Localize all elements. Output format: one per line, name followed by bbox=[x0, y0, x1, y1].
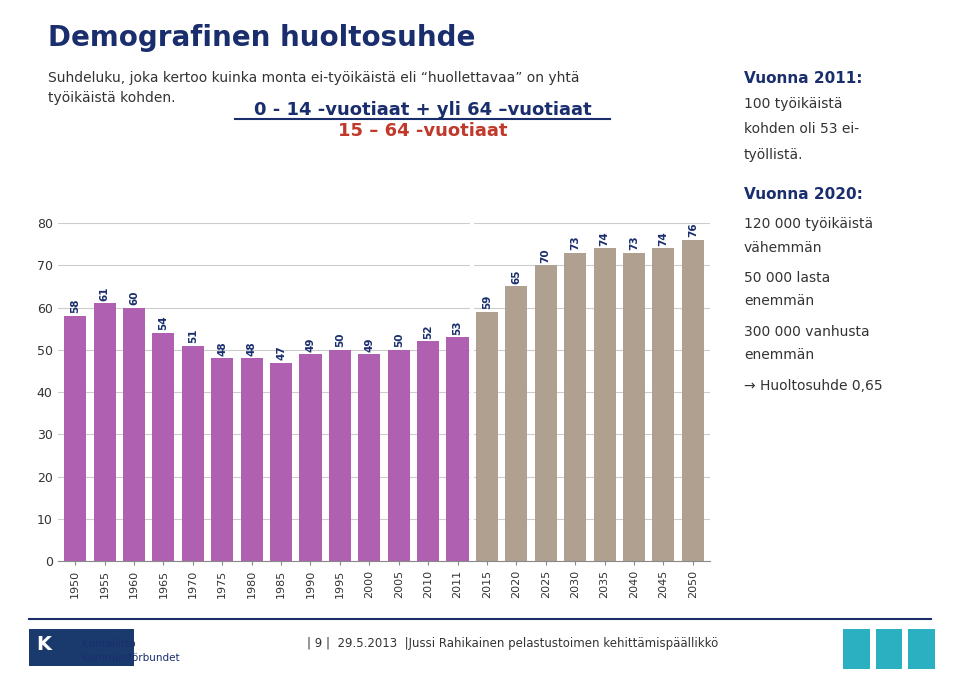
Text: 65: 65 bbox=[512, 270, 521, 284]
Text: Kommunförbundet: Kommunförbundet bbox=[82, 653, 180, 663]
Text: 59: 59 bbox=[482, 295, 492, 310]
Text: 61: 61 bbox=[100, 287, 109, 301]
Text: 49: 49 bbox=[305, 337, 316, 352]
Text: Vuonna 2011:: Vuonna 2011: bbox=[744, 71, 862, 86]
Text: 47: 47 bbox=[276, 345, 286, 360]
Text: 74: 74 bbox=[659, 231, 668, 246]
Bar bbox=[358, 354, 380, 561]
Text: Suhdeluku, joka kertoo kuinka monta ei-työikäistä eli “huollettavaa” on yhtä: Suhdeluku, joka kertoo kuinka monta ei-t… bbox=[48, 71, 580, 85]
Bar bbox=[388, 350, 410, 561]
Text: 50: 50 bbox=[394, 333, 404, 347]
Text: 48: 48 bbox=[247, 341, 256, 356]
Text: 73: 73 bbox=[629, 235, 639, 250]
Text: 48: 48 bbox=[217, 341, 228, 356]
Bar bbox=[682, 240, 704, 561]
Text: 54: 54 bbox=[158, 316, 168, 331]
Text: enemmän: enemmän bbox=[744, 295, 814, 308]
Text: | 9 |  29.5.2013  |Jussi Rahikainen pelastustoimen kehittämispäällikkö: | 9 | 29.5.2013 |Jussi Rahikainen pelast… bbox=[307, 637, 718, 650]
Bar bbox=[623, 253, 645, 561]
Text: 0 - 14 -vuotiaat + yli 64 –vuotiaat: 0 - 14 -vuotiaat + yli 64 –vuotiaat bbox=[253, 101, 591, 120]
Text: K: K bbox=[36, 635, 52, 654]
Bar bbox=[535, 265, 557, 561]
Bar bbox=[181, 345, 204, 561]
Text: Kuntaliitto: Kuntaliitto bbox=[82, 639, 135, 649]
Text: 76: 76 bbox=[687, 223, 698, 237]
Bar bbox=[241, 358, 263, 561]
Bar bbox=[593, 248, 615, 561]
Bar bbox=[211, 358, 233, 561]
Text: 300 000 vanhusta: 300 000 vanhusta bbox=[744, 325, 870, 339]
Bar bbox=[153, 333, 175, 561]
Bar bbox=[505, 287, 527, 561]
Bar bbox=[446, 337, 468, 561]
Text: työikäistä kohden.: työikäistä kohden. bbox=[48, 91, 176, 105]
Text: työllistä.: työllistä. bbox=[744, 148, 804, 162]
Bar bbox=[300, 354, 322, 561]
Text: kohden oli 53 ei-: kohden oli 53 ei- bbox=[744, 122, 859, 137]
Text: vähemmän: vähemmän bbox=[744, 241, 823, 255]
Text: 49: 49 bbox=[364, 337, 374, 352]
Text: 15 – 64 -vuotiaat: 15 – 64 -vuotiaat bbox=[338, 122, 507, 140]
Text: 73: 73 bbox=[570, 235, 580, 250]
Bar bbox=[329, 350, 351, 561]
Text: 70: 70 bbox=[540, 248, 551, 263]
Text: 53: 53 bbox=[452, 320, 463, 335]
Bar bbox=[417, 341, 439, 561]
Bar bbox=[653, 248, 674, 561]
Bar bbox=[123, 308, 145, 561]
Bar bbox=[94, 304, 115, 561]
Text: 74: 74 bbox=[600, 231, 610, 246]
Text: 58: 58 bbox=[70, 299, 81, 314]
Bar bbox=[564, 253, 587, 561]
Text: 60: 60 bbox=[129, 291, 139, 305]
Bar bbox=[476, 312, 498, 561]
Bar bbox=[64, 316, 86, 561]
Bar bbox=[270, 362, 292, 561]
Text: 51: 51 bbox=[188, 329, 198, 343]
Text: 52: 52 bbox=[423, 324, 433, 339]
Text: 100 työikäistä: 100 työikäistä bbox=[744, 97, 843, 111]
Text: 50 000 lasta: 50 000 lasta bbox=[744, 271, 830, 285]
Text: 120 000 työikäistä: 120 000 työikäistä bbox=[744, 218, 874, 231]
Text: Demografinen huoltosuhde: Demografinen huoltosuhde bbox=[48, 24, 475, 51]
Text: Vuonna 2020:: Vuonna 2020: bbox=[744, 187, 863, 201]
Text: enemmän: enemmän bbox=[744, 348, 814, 362]
Text: → Huoltosuhde 0,65: → Huoltosuhde 0,65 bbox=[744, 379, 882, 393]
Text: 50: 50 bbox=[335, 333, 345, 347]
